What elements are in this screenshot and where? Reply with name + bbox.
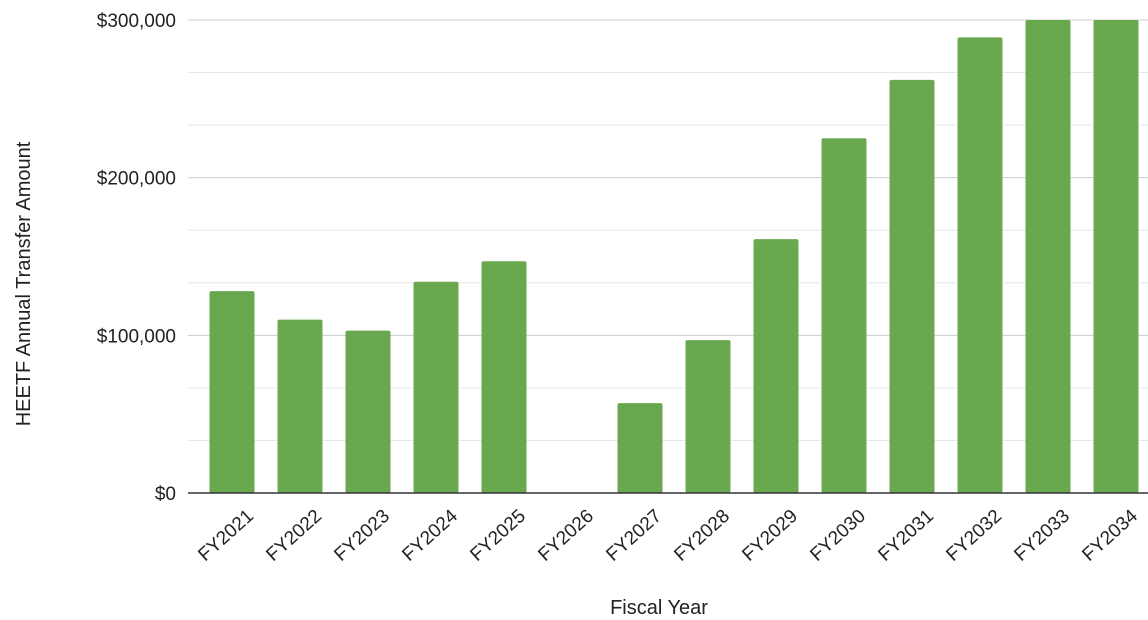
bars	[209, 20, 1139, 494]
x-tick-label: FY2027	[602, 506, 666, 566]
x-tick-label: FY2032	[942, 506, 1006, 566]
bar-fy2021	[209, 291, 255, 493]
y-tick-label: $0	[155, 484, 176, 505]
gridlines	[188, 19, 1148, 441]
x-tick-label: FY2030	[806, 506, 870, 566]
bar-fy2027	[617, 403, 663, 493]
y-axis-title: HEETF Annual Transfer Amount	[13, 141, 35, 426]
bar-fy2029	[753, 239, 799, 493]
x-tick-label: FY2025	[466, 506, 530, 566]
bar-fy2025	[481, 261, 527, 493]
bar-fy2034	[1093, 20, 1139, 493]
x-tick-label: FY2026	[534, 506, 598, 566]
bar-fy2033	[1025, 20, 1071, 493]
x-tick-label: FY2031	[874, 506, 938, 566]
bar-fy2023	[345, 330, 391, 493]
x-tick-label: FY2033	[1010, 506, 1074, 566]
bar-fy2032	[957, 37, 1003, 494]
bar-fy2024	[413, 281, 459, 493]
x-tick-label: FY2028	[670, 506, 734, 566]
bar-fy2031	[889, 79, 935, 493]
bar-fy2028	[685, 340, 731, 493]
x-tick-label: FY2023	[330, 506, 394, 566]
x-tick-label: FY2024	[398, 505, 462, 565]
x-axis-title: Fiscal Year	[610, 597, 708, 619]
y-tick-label: $100,000	[97, 326, 176, 347]
x-tick-label: FY2022	[262, 506, 326, 566]
x-tick-label: FY2034	[1078, 505, 1142, 565]
x-tick-label: FY2021	[194, 506, 258, 566]
y-axis-tick-labels: $0 $100,000 $200,000 $300,000	[97, 11, 176, 505]
bar-fy2022	[277, 319, 323, 493]
x-axis-tick-labels: FY2021 FY2022 FY2023 FY2024 FY2025 FY2026 FY20…	[194, 505, 1142, 565]
y-tick-label: $200,000	[97, 169, 176, 190]
y-tick-label: $300,000	[97, 11, 176, 32]
x-tick-label: FY2029	[738, 506, 802, 566]
bar-fy2030	[821, 138, 867, 493]
